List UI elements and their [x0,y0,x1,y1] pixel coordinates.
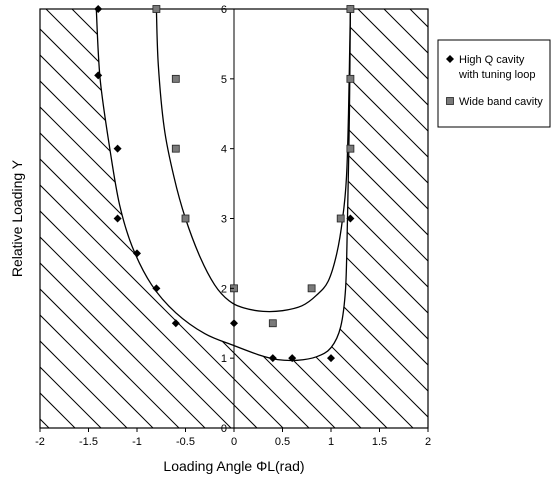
x-tick-label: 0.5 [275,436,290,448]
outer-boundary-curve [95,9,352,362]
data-point-wide-band [152,5,161,13]
left-hatch-line [40,9,206,428]
data-point-wide-band [268,319,277,328]
data-point-wide-band [346,144,355,153]
y-tick-label: 0 [221,423,227,435]
data-point-high-q [327,354,335,363]
x-axis-title: Loading Angle ΦL(rad) [163,458,304,474]
data-point-high-q [113,144,122,153]
data-point-wide-band [171,74,180,83]
x-tick-label: 1 [328,436,334,448]
data-point-wide-band [346,74,355,83]
legend: High Q cavity with tuning loop Wide band… [437,39,551,128]
x-axis-ticks: -2 -1.5 -1 -0.5 0 0.5 1 1.5 2 [35,428,431,448]
y-tick-label: 2 [221,283,227,295]
right-hatch-line [297,9,428,428]
y-tick-label: 1 [221,353,227,365]
left-hatch-line [40,9,128,428]
y-tick-label: 4 [221,144,227,156]
right-hatch-line [297,9,414,428]
x-tick-label: 2 [425,436,431,448]
left-hatch-line [40,9,298,428]
right-hatch-line [297,9,428,428]
data-markers [94,5,355,363]
y-tick-label: 3 [221,214,227,226]
data-point-high-q [230,319,238,328]
right-hatch-line [297,9,428,428]
data-point-high-q [113,214,122,223]
left-hatch-line [40,9,284,428]
left-hatch-line [40,9,232,428]
right-hatch-line [297,9,388,428]
inner-boundary-curve [155,9,352,313]
data-point-high-q [288,354,297,363]
right-hatch-line [297,9,362,428]
y-axis-title: Relative Loading Y [9,159,25,277]
legend-marker-diamond [446,55,454,63]
data-point-high-q [268,354,277,363]
left-hatch-line [40,9,154,428]
x-tick-label: -2 [35,436,45,448]
data-point-high-q [133,249,141,258]
data-point-wide-band [346,5,355,13]
data-point-high-q [346,214,355,223]
right-hatch-line [305,9,428,428]
y-tick-label: 6 [221,4,227,16]
x-tick-label: -0.5 [176,436,195,448]
right-hatch-line [297,9,428,428]
legend-label-wide-band: Wide band cavity [459,96,543,108]
right-hatch-line [331,9,428,428]
legend-label-high-q-line1: High Q cavity [459,54,525,66]
right-hatch-line [297,9,428,428]
left-hatch-line [40,9,258,428]
left-hatch-line [40,9,298,428]
y-axis-ticks: 0 1 2 3 4 5 6 [221,4,234,435]
data-point-high-q [94,71,103,80]
y-tick-label: 5 [221,74,227,86]
legend-marker-square [446,97,454,105]
legend-box [437,39,551,128]
right-hatch-line [0,9,257,428]
right-hatch-line [297,9,428,428]
data-point-wide-band [171,144,180,153]
right-hatch-line [0,9,205,428]
x-tick-label: 0 [231,436,237,448]
data-point-wide-band [181,214,190,223]
legend-label-high-q-line2: with tuning loop [458,69,535,81]
x-tick-label: 1.5 [372,436,387,448]
x-tick-label: -1.5 [79,436,98,448]
data-point-high-q [152,284,161,293]
boundary-curves [95,9,352,362]
data-point-wide-band [336,214,345,223]
right-hatch-line [297,9,310,428]
x-tick-label: -1 [132,436,142,448]
left-hatch-line [40,9,180,428]
data-point-wide-band [307,284,316,293]
data-point-high-q [171,319,180,328]
data-point-high-q [94,5,103,13]
